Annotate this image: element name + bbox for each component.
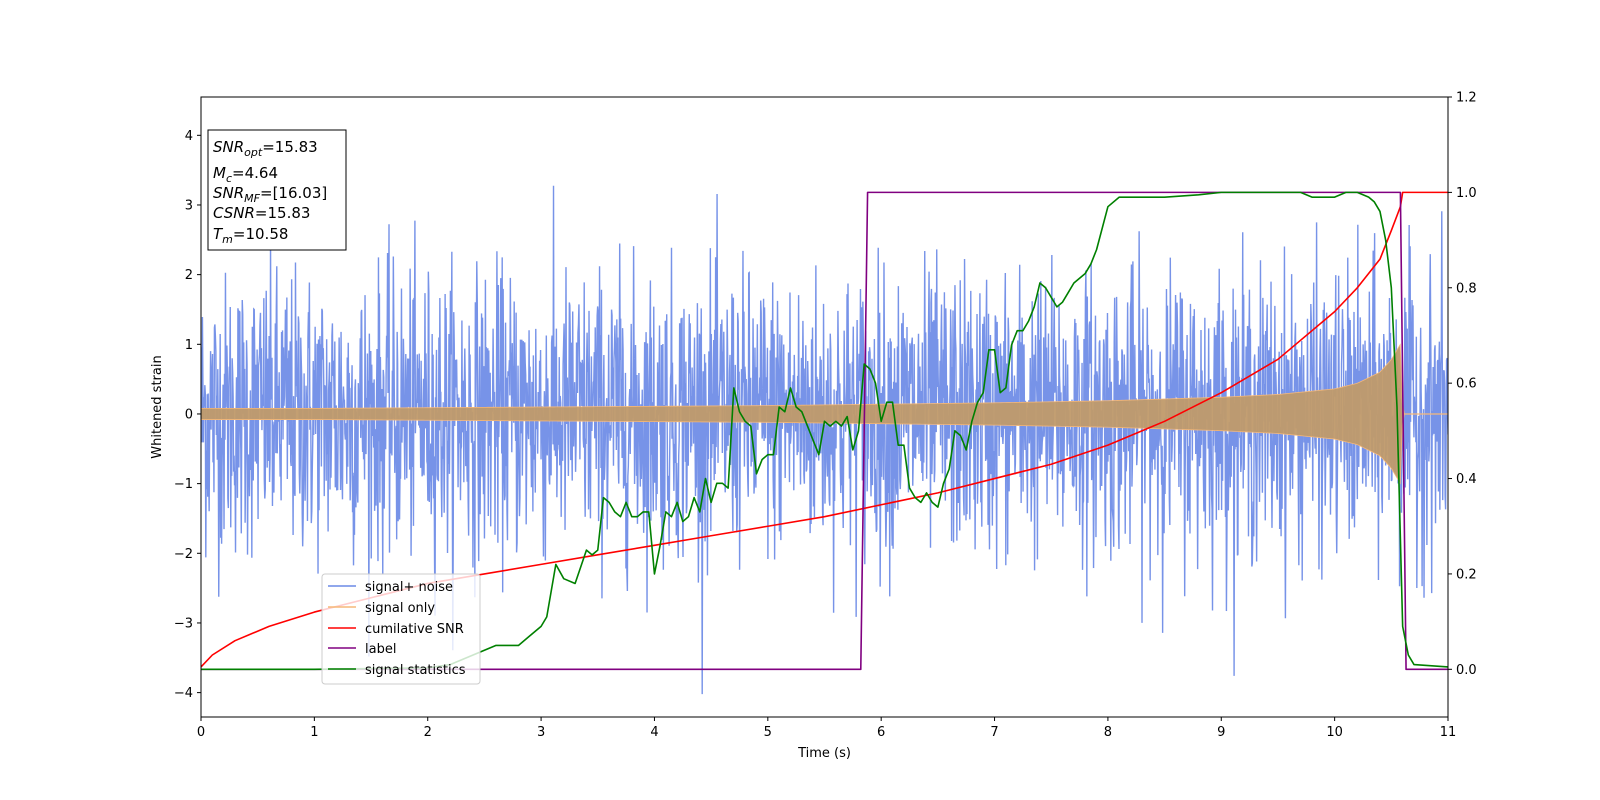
y-left-tick-label: 1: [185, 338, 193, 353]
y-left-tick-label: −1: [174, 477, 193, 492]
info-box-frame: [207, 129, 347, 251]
y-right-tick-label: 1.0: [1456, 186, 1477, 201]
legend-label-signal-statistics: signal statistics: [365, 663, 466, 678]
y-left-tick-label: −4: [174, 686, 193, 701]
x-tick-label: 8: [1104, 725, 1112, 740]
x-tick-label: 1: [310, 725, 318, 740]
info-snr-mf: SNRMF=[16.03]: [213, 184, 327, 205]
x-tick-label: 2: [424, 725, 432, 740]
x-tick-label: 5: [764, 725, 772, 740]
y-right-tick-label: 0.0: [1456, 663, 1477, 678]
x-axis: 0 1 2 3 4 5 6 7 8 9 10 11: [197, 717, 1456, 740]
x-tick-label: 0: [197, 725, 205, 740]
x-tick-label: 7: [990, 725, 998, 740]
series-label-line: [201, 191, 1448, 671]
y-axis-left: −4 −3 −2 −1 0 1 2 3 4: [174, 129, 201, 701]
y-right-tick-label: 0.2: [1456, 567, 1477, 582]
y-axis-label: Whitened strain: [150, 355, 165, 458]
legend-label-cumulative-snr: cumilative SNR: [365, 622, 464, 637]
y-right-tick-label: 1.2: [1456, 91, 1477, 106]
x-tick-label: 10: [1326, 725, 1343, 740]
info-mc: Mc=4.64: [213, 164, 278, 185]
legend-label-label: label: [365, 642, 396, 657]
y-right-tick-label: 0.8: [1456, 281, 1477, 296]
y-left-tick-label: −3: [174, 616, 193, 631]
legend: signal+ noise signal only cumilative SNR…: [321, 573, 481, 685]
x-tick-label: 11: [1440, 725, 1457, 740]
info-tm: Tm=10.58: [213, 225, 288, 246]
y-right-tick-label: 0.6: [1456, 377, 1477, 392]
plot-frame: [200, 96, 1449, 718]
y-left-tick-label: 3: [185, 198, 193, 213]
x-tick-label: 3: [537, 725, 545, 740]
x-tick-label: 6: [877, 725, 885, 740]
y-axis-right: 0.0 0.2 0.4 0.6 0.8 1.0 1.2: [1448, 91, 1477, 678]
x-tick-label: 4: [650, 725, 658, 740]
legend-label-signal-only: signal only: [365, 601, 435, 616]
info-csnr: CSNR=15.83: [213, 204, 310, 222]
y-left-tick-label: 4: [185, 129, 193, 144]
x-tick-label: 9: [1217, 725, 1225, 740]
x-axis-label: Time (s): [797, 746, 851, 761]
info-snr-opt: SNRopt=15.83: [213, 138, 318, 159]
series-signal-statistics-line: [201, 191, 1448, 671]
y-left-tick-label: 2: [185, 268, 193, 283]
legend-label-signal-noise: signal+ noise: [365, 580, 453, 595]
y-right-tick-label: 0.4: [1456, 472, 1477, 487]
y-left-tick-label: 0: [185, 407, 193, 422]
info-box: SNRopt=15.83 Mc=4.64 SNRMF=[16.03] CSNR=…: [207, 129, 347, 251]
y-left-tick-label: −2: [174, 547, 193, 562]
legend-frame: [321, 573, 481, 685]
